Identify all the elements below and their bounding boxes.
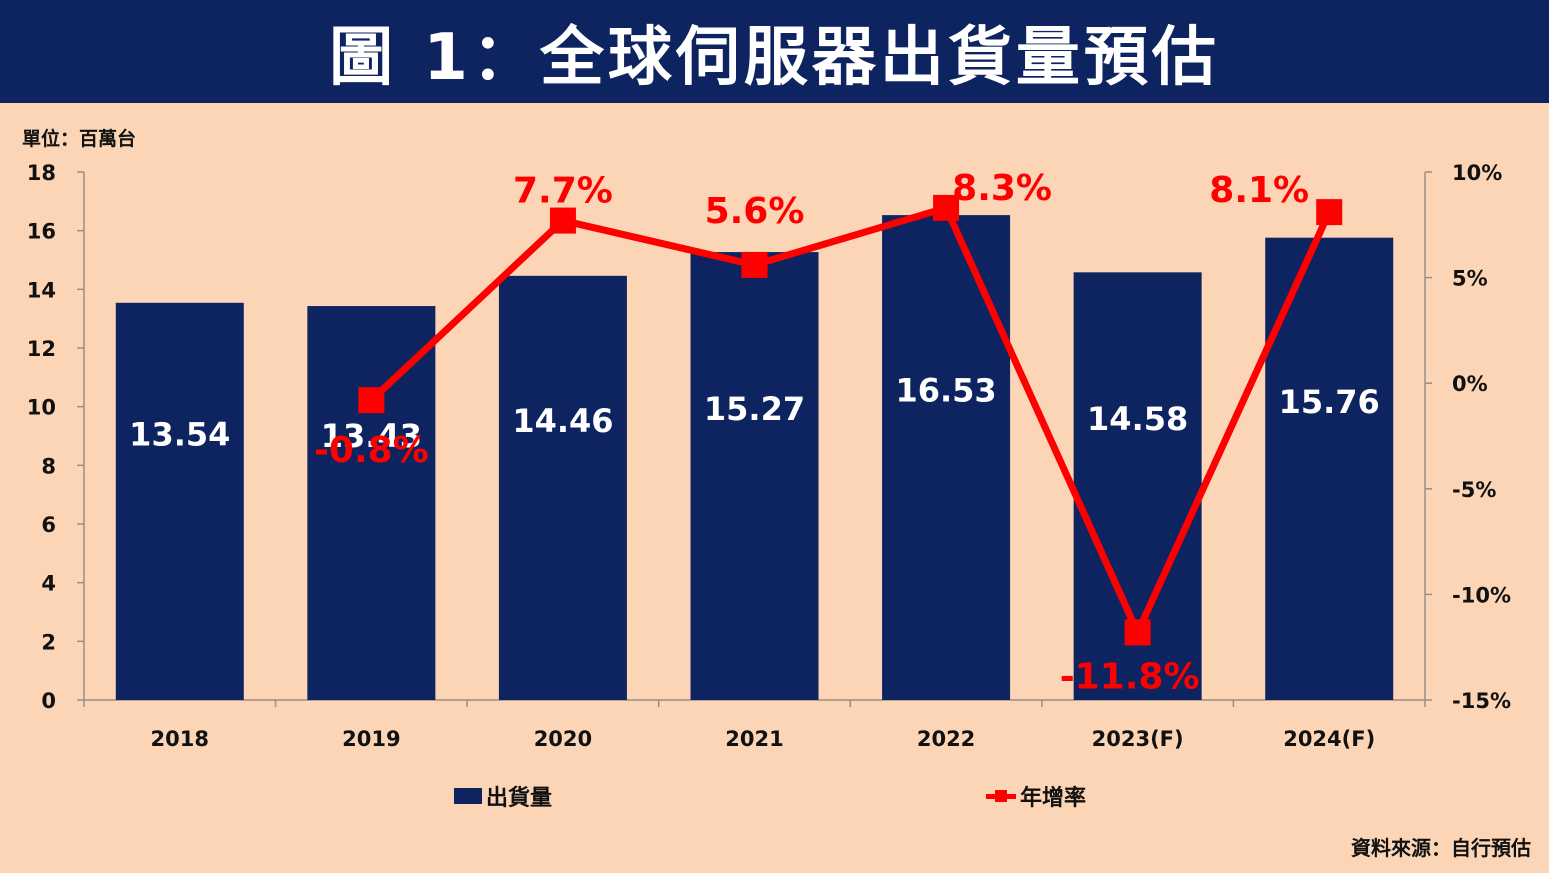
y-left-tick-label: 16 — [27, 220, 56, 244]
y-left-tick-label: 14 — [27, 278, 56, 302]
growth-rate-marker — [549, 207, 576, 234]
bar — [115, 302, 244, 700]
bar-value-label: 15.76 — [1279, 383, 1380, 421]
growth-rate-label: 8.3% — [952, 168, 1052, 209]
growth-rate-marker — [933, 194, 960, 221]
bar-value-label: 13.43 — [321, 417, 422, 455]
growth-rate-label: 5.6% — [705, 191, 805, 232]
growth-rate-line — [368, 204, 1333, 636]
y-right-tick-label: -5% — [1452, 478, 1496, 502]
bar — [1265, 237, 1394, 700]
bar-value-label: 15.27 — [704, 390, 805, 428]
x-tick-label: 2022 — [917, 727, 975, 751]
y-left-tick-label: 12 — [27, 337, 56, 361]
bar — [498, 275, 627, 700]
y-right-tick-label: 10% — [1452, 161, 1502, 185]
y-right-tick-label: -15% — [1452, 689, 1511, 713]
bar-value-label: 16.53 — [895, 372, 996, 410]
y-right-tick-label: -10% — [1452, 583, 1511, 607]
x-tick-label: 2023(F) — [1092, 727, 1184, 751]
y-right-tick-label: 0% — [1452, 372, 1488, 396]
y-left-tick-label: 8 — [41, 454, 56, 478]
y-left-tick-label: 0 — [41, 689, 56, 713]
x-tick-label: 2024(F) — [1283, 727, 1375, 751]
y-right-tick-label: 5% — [1452, 267, 1488, 291]
growth-rate-marker — [1316, 199, 1343, 226]
growth-rate-label: -11.8% — [1060, 656, 1200, 697]
x-tick-label: 2021 — [725, 727, 783, 751]
bar-value-label: 13.54 — [129, 415, 230, 453]
legend-bar-swatch — [454, 788, 482, 804]
chart-title: 圖 1：全球伺服器出貨量預估 — [329, 20, 1220, 95]
bar — [690, 252, 819, 700]
growth-rate-label: 8.1% — [1209, 170, 1309, 211]
growth-rate-label: 7.7% — [513, 171, 613, 212]
y-left-tick-label: 6 — [41, 513, 56, 537]
bar — [882, 215, 1011, 700]
x-tick-label: 2020 — [534, 727, 592, 751]
y-left-tick-label: 10 — [27, 396, 56, 420]
growth-rate-marker — [1124, 619, 1151, 646]
bar-value-label: 14.46 — [512, 402, 613, 440]
unit-label: 單位：百萬台 — [22, 128, 137, 150]
legend-line-label: 年增率 — [1020, 786, 1087, 811]
x-tick-label: 2018 — [151, 727, 209, 751]
bar-value-label: 14.58 — [1087, 400, 1188, 438]
legend-item-growth: 年增率 — [986, 780, 1086, 812]
y-left-tick-label: 4 — [41, 572, 56, 596]
bar — [307, 306, 436, 700]
legend-bar-label: 出貨量 — [486, 786, 553, 811]
legend-line-swatch — [986, 788, 1016, 804]
y-left-tick-label: 18 — [27, 161, 56, 185]
growth-rate-marker — [741, 251, 768, 278]
source-note: 資料來源：自行預估 — [1351, 836, 1531, 860]
growth-rate-marker — [358, 387, 385, 414]
title-banner: 圖 1：全球伺服器出貨量預估 — [0, 0, 1549, 103]
growth-rate-label: -0.8% — [314, 430, 429, 471]
legend-item-shipments: 出貨量 — [454, 780, 552, 812]
y-left-tick-label: 2 — [41, 630, 56, 654]
x-tick-label: 2019 — [342, 727, 400, 751]
